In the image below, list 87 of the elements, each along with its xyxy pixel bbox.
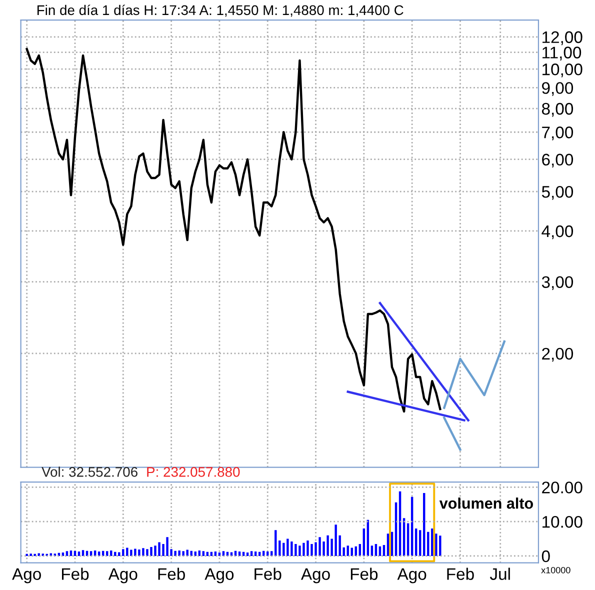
bar — [142, 548, 144, 556]
annotation: volumen alto — [439, 498, 533, 509]
bar — [318, 537, 321, 556]
line-series — [443, 340, 506, 409]
y-tick-label: 8,00 — [542, 102, 574, 117]
x-tick-label: Ago — [300, 568, 330, 584]
bar — [382, 544, 386, 556]
y-tick-label: 0 — [542, 550, 550, 562]
bar — [435, 534, 438, 556]
bar — [174, 550, 176, 556]
bar — [194, 552, 196, 556]
bar — [66, 551, 68, 556]
bar — [146, 549, 148, 556]
bar — [374, 544, 378, 556]
y-tick-label: 4,00 — [542, 225, 574, 240]
x-tick-label: Feb — [254, 568, 282, 580]
bar — [298, 546, 301, 556]
bar — [246, 552, 249, 556]
bar — [427, 532, 430, 556]
x-tick-label: Feb — [62, 568, 89, 580]
bar — [286, 538, 289, 556]
bar — [182, 551, 184, 556]
y-tick-label: 12,00 — [542, 31, 582, 46]
bar — [423, 493, 426, 556]
x-tick-label: Jul — [490, 568, 510, 580]
bar — [214, 552, 217, 556]
bar — [166, 537, 168, 556]
bar — [406, 523, 410, 556]
bar — [278, 540, 281, 556]
bar — [82, 550, 84, 556]
bar — [274, 530, 277, 556]
x-tick-label: Ago — [108, 568, 138, 584]
y-tick-label: 6,00 — [542, 154, 574, 168]
bar — [439, 536, 442, 556]
y-tick-label: 10,00 — [542, 64, 582, 78]
y-tick-label: 2,00 — [542, 348, 574, 362]
bar — [70, 550, 72, 556]
bar — [334, 524, 337, 556]
bar — [158, 542, 160, 556]
y-tick-label: 10.00 — [542, 516, 582, 528]
y-tick-label: 5,00 — [542, 186, 574, 200]
bar — [418, 530, 422, 556]
bar — [138, 549, 140, 556]
bar — [350, 548, 353, 556]
y-tick-label: 3,00 — [542, 276, 574, 290]
bar — [346, 546, 349, 556]
x-tick-label: Feb — [158, 568, 185, 580]
line-series — [26, 48, 442, 413]
x-tick-label: Ago — [12, 568, 41, 584]
bar — [50, 553, 52, 556]
bar — [118, 552, 120, 556]
y-tick-label: 20.00 — [542, 482, 582, 494]
annotation: P: 232.057.880 — [147, 467, 240, 477]
bar — [306, 540, 309, 556]
bar — [122, 549, 124, 556]
chart-title: Fin de día 1 días H: 17:34 A: 1,4550 M: 1,4880 m: 1,4400 C — [37, 4, 404, 17]
bar — [386, 534, 390, 556]
bar — [414, 528, 418, 556]
bar — [254, 552, 257, 556]
bar — [282, 542, 285, 556]
annotation: Vol: 32.552.706 — [42, 466, 138, 477]
x-tick-label: Ago — [397, 568, 426, 584]
x-tick-label: Feb — [350, 568, 378, 580]
bar — [202, 551, 205, 556]
bar — [294, 544, 297, 556]
bar — [250, 551, 253, 556]
bar — [134, 548, 136, 556]
bar — [178, 550, 180, 556]
bar — [62, 552, 64, 556]
bar — [126, 548, 128, 556]
bar — [154, 546, 156, 556]
bar — [370, 546, 374, 556]
bar — [302, 542, 305, 556]
bar — [310, 544, 313, 556]
bar — [150, 547, 152, 556]
bar — [390, 532, 394, 556]
y-tick-label: 11,00 — [542, 46, 582, 60]
bar — [326, 535, 329, 556]
bar — [130, 550, 132, 556]
y-tick-label: 7,00 — [542, 126, 574, 140]
x-tick-label: Ago — [204, 568, 234, 584]
y-tick-label: 9,00 — [542, 82, 574, 96]
bar — [38, 553, 40, 556]
bar — [78, 552, 80, 556]
bar — [290, 542, 293, 556]
text: x10000 — [541, 566, 570, 574]
x-tick-label: Feb — [447, 568, 474, 580]
